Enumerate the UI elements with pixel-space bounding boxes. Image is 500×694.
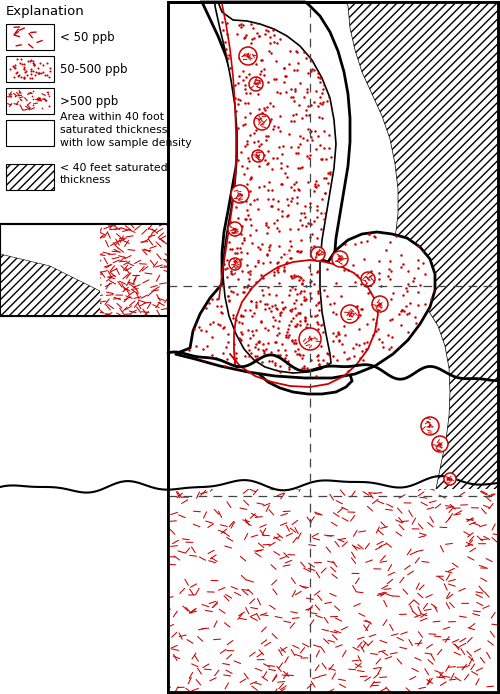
Bar: [6, 120, 54, 146]
Polygon shape: [202, 2, 352, 394]
Circle shape: [432, 436, 448, 452]
Circle shape: [228, 222, 242, 236]
Text: >500 ppb: >500 ppb: [60, 94, 118, 108]
Bar: [6, 164, 54, 190]
Bar: [6, 24, 54, 50]
Circle shape: [444, 473, 456, 485]
Circle shape: [254, 114, 270, 130]
Bar: [168, 2, 498, 692]
Text: 50-500 ppb: 50-500 ppb: [60, 62, 128, 76]
Circle shape: [231, 185, 249, 203]
Circle shape: [249, 77, 263, 91]
Text: < 50 ppb: < 50 ppb: [60, 31, 114, 44]
Circle shape: [252, 150, 264, 162]
Bar: [0, 224, 168, 316]
Bar: [168, 2, 498, 692]
Text: Area within 40 foot
saturated thickness
with low sample density: Area within 40 foot saturated thickness …: [60, 112, 192, 148]
Polygon shape: [0, 254, 168, 316]
Bar: [6, 56, 54, 82]
Text: < 40 feet saturated
thickness: < 40 feet saturated thickness: [60, 162, 168, 185]
Polygon shape: [215, 2, 336, 373]
Bar: [6, 88, 54, 114]
Circle shape: [372, 296, 388, 312]
Circle shape: [311, 247, 325, 261]
Circle shape: [239, 47, 257, 65]
Polygon shape: [346, 2, 498, 692]
Circle shape: [421, 417, 439, 435]
Circle shape: [229, 258, 241, 270]
Polygon shape: [100, 224, 168, 316]
Circle shape: [332, 251, 348, 267]
Circle shape: [341, 305, 359, 323]
Polygon shape: [168, 489, 498, 692]
Text: Explanation: Explanation: [6, 5, 85, 18]
Circle shape: [299, 328, 321, 350]
Circle shape: [361, 272, 375, 286]
Polygon shape: [175, 232, 435, 378]
Bar: [0, 224, 168, 316]
